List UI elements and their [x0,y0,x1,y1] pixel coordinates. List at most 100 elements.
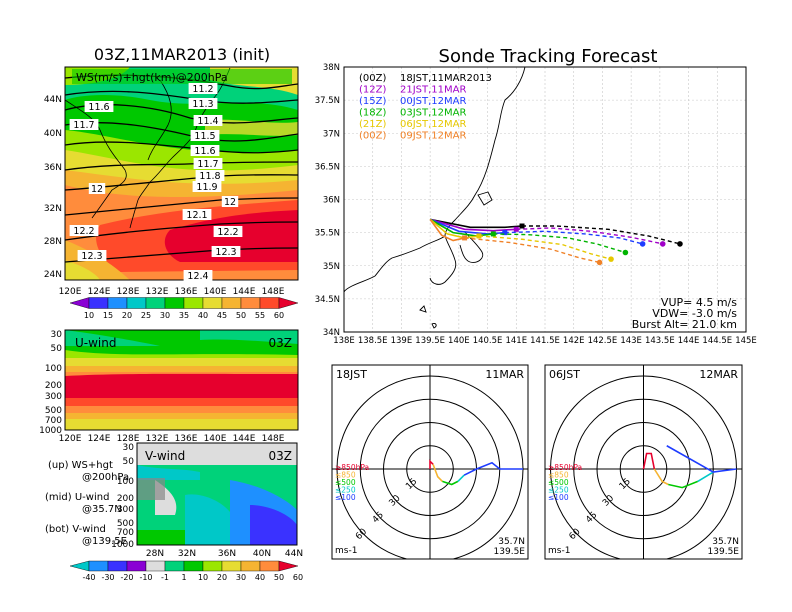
hodo-lon: 139.5E [494,547,526,557]
track-coastline [344,67,526,329]
track-lat-label: 38N [323,63,340,73]
track-line-descent [464,237,600,264]
map-lat-label: 36N [44,163,62,173]
track-line-ascent [429,218,505,235]
v-wind-frame [136,442,298,546]
hodo-level-label: ≤100 [335,493,356,502]
track-lon-label: 143.5E [645,336,675,346]
v-colorbar-swatch [278,560,299,572]
hodo-lat: 35.7N [498,537,525,547]
u-lon-label: 136E [175,434,198,444]
burst-marker [502,230,508,236]
landing-marker [639,241,646,247]
track-lon-label: 139.5E [415,336,445,346]
contour-label-bg [69,119,99,130]
map-lat-label: 40N [44,129,62,139]
hodo-lon: 139.5E [708,547,740,557]
ws-colorbar-swatch [107,297,128,309]
hodo-time: 18JST [336,368,367,381]
v-pressure-label: 700 [117,528,134,538]
landing-marker [622,249,629,256]
u-pressure-label: 500 [45,406,62,416]
contour-label: 12.3 [215,247,236,258]
ws-colorbar-label: 45 [217,311,227,320]
track-legend-jst: 00JST,12MAR [400,96,467,107]
landing-marker [608,256,614,262]
u-pressure-label: 30 [51,330,63,340]
burst-marker [462,235,468,241]
hodo-segment [429,459,434,469]
legend-up1: (up) WS+hgt [48,460,113,471]
track-frame [343,66,747,333]
track-lon-label: 144.5E [702,336,732,346]
v-pressure-label: 50 [123,457,135,467]
v-wind-time: 03Z [269,449,293,463]
burst-marker [519,223,525,229]
track-legend-z: (00Z) [359,131,386,142]
contour-label: 12.2 [217,227,238,238]
contour-label-bg [195,170,225,181]
ws-colorbar-label: 50 [236,311,246,320]
v-colorbar-label: 1 [181,573,186,582]
contour-label: 11.9 [196,182,217,193]
burst-marker [513,226,519,232]
hodo-level-label: ≥850hPa [335,463,369,472]
v-colorbar-label: -30 [101,573,114,582]
ws-colorbar-swatch [88,297,109,309]
contour-label: 11.3 [192,99,213,110]
track-legend-jst: 21JST,11MAR [400,85,467,96]
track-lat-label: 37N [323,129,340,139]
landing-marker [659,241,666,247]
ws-colorbar-label: 55 [255,311,265,320]
v-pressure-label: 1000 [111,540,134,550]
map-lat-label: 44N [44,95,62,105]
v-colorbar-swatch [69,560,90,572]
map-lon-label: 136E [175,287,198,297]
u-wind-frame [64,329,299,431]
v-pressure-label: 300 [117,505,134,515]
track-lat-label: 36N [323,196,340,206]
landing-marker [596,259,603,266]
v-colorbar-swatch [259,560,280,572]
hodo-segment [653,468,669,486]
track-lines [429,218,683,266]
contour-label: 12 [224,197,236,208]
ws-colorbar-swatch [183,297,204,309]
contour-label-bg [88,183,106,194]
hodo-segment [457,474,465,482]
u-lon-label: 124E [88,434,111,444]
map-lat-label: 32N [44,204,62,214]
track-lon-label: 142.5E [588,336,618,346]
v-colorbar-swatch [145,560,166,572]
u-lon-label: 132E [146,434,169,444]
ws-colorbar: 10 15 20 25 30 35 40 45 50 55 60 [69,297,299,320]
track-lon-label: 141.5E [530,336,560,346]
hodo-date: 11MAR [485,368,524,381]
v-colorbar-swatch [107,560,128,572]
u-lon-label: 128E [117,434,140,444]
burst-marker [476,233,482,239]
hodo-segment [666,445,737,473]
v-wind-title: V-wind [145,449,185,463]
ws-colorbar-swatch [145,297,166,309]
contour-label-bg [192,181,222,192]
param-burst: Burst Alt= 21.0 km [632,318,737,331]
u-lon-label: 144E [233,434,256,444]
map-label: WS(m/s)+hgt(km)@200hPa [76,71,228,84]
ws-colorbar-swatch [164,297,185,309]
track-lon-label: 140.5E [473,336,503,346]
u-lon-label: 140E [204,434,227,444]
contour-label-bg [182,209,212,220]
track-legend-jst: 18JST,11MAR2013 [400,73,492,84]
contour-label: 11.6 [194,146,215,157]
v-colorbar-swatch [240,560,261,572]
ws-colorbar-swatch [259,297,280,309]
v-colorbar-label: 40 [255,573,265,582]
track-line-descent [504,230,643,245]
legend-up2: @200hPa [82,472,129,483]
contour-label: 11.7 [197,159,218,170]
map-lon-label: 124E [88,287,111,297]
